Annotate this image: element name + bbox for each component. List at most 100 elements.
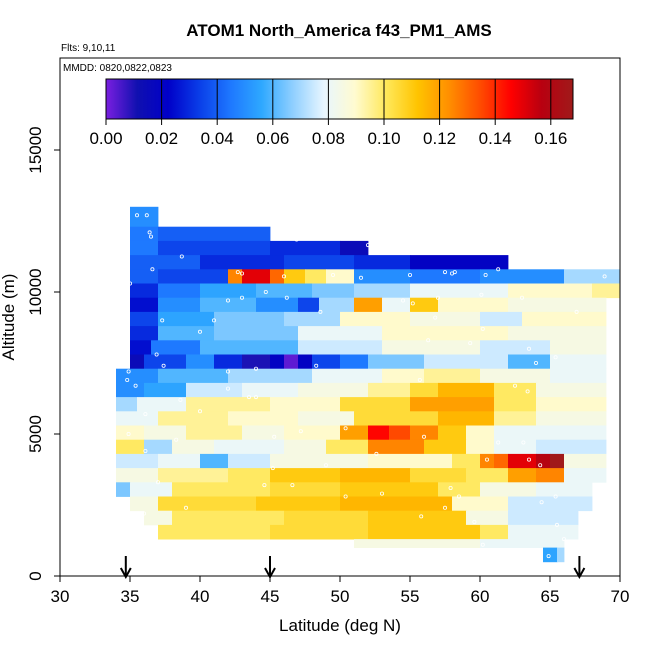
heatmap-cell bbox=[564, 453, 607, 469]
data-marker bbox=[468, 341, 473, 346]
data-marker bbox=[121, 235, 126, 240]
heatmap-cell bbox=[354, 269, 411, 284]
heatmap-cell bbox=[354, 411, 439, 426]
data-marker bbox=[127, 281, 132, 286]
heatmap-cell bbox=[158, 468, 229, 483]
data-marker bbox=[374, 451, 379, 456]
heatmap-cell bbox=[536, 439, 607, 455]
heatmap-cell bbox=[158, 524, 271, 540]
heatmap-cell bbox=[256, 283, 313, 299]
heatmap-cell bbox=[130, 240, 159, 256]
data-marker bbox=[410, 301, 415, 306]
x-tick-label: 45 bbox=[261, 587, 280, 606]
heatmap-cell bbox=[242, 382, 299, 398]
heatmap-cell bbox=[550, 340, 607, 355]
heatmap-cell bbox=[494, 425, 607, 441]
x-axis-ticks: 30 35 40 45 50 55 60 65 70 bbox=[51, 576, 629, 606]
heatmap-cell bbox=[116, 482, 131, 497]
data-marker bbox=[553, 355, 558, 360]
heatmap-cell bbox=[340, 311, 411, 327]
heatmap-cell bbox=[494, 382, 537, 398]
heatmap-cell bbox=[466, 425, 495, 441]
data-marker bbox=[239, 295, 244, 300]
heatmap-cell bbox=[508, 496, 593, 512]
heatmap-cell bbox=[130, 340, 152, 355]
heatmap-cell bbox=[438, 425, 467, 441]
data-marker bbox=[330, 272, 335, 277]
heatmap-cell bbox=[130, 297, 159, 313]
heatmap-cell bbox=[354, 539, 481, 548]
heatmap-cell bbox=[284, 510, 369, 526]
data-marker bbox=[235, 270, 240, 275]
y-tick-label: 0 bbox=[26, 571, 45, 580]
heatmap-cell bbox=[144, 382, 187, 398]
heatmap-cell bbox=[270, 354, 285, 370]
data-marker bbox=[133, 383, 138, 388]
heatmap-cell bbox=[536, 411, 607, 426]
data-marker bbox=[160, 318, 165, 323]
data-marker bbox=[183, 505, 188, 510]
data-marker bbox=[538, 463, 543, 468]
heatmap-cell bbox=[130, 269, 159, 284]
heatmap-cell bbox=[200, 283, 257, 299]
data-marker bbox=[143, 412, 148, 417]
data-marker bbox=[553, 494, 558, 499]
heatmap-cell bbox=[116, 453, 159, 469]
data-marker bbox=[433, 315, 438, 320]
data-marker bbox=[534, 360, 539, 365]
heatmap-cell bbox=[256, 297, 299, 313]
heatmap-cell bbox=[186, 354, 215, 370]
data-marker bbox=[246, 395, 251, 400]
heatmap-cell bbox=[340, 354, 369, 370]
heatmap-cell bbox=[116, 468, 159, 483]
heatmap-cell bbox=[466, 468, 509, 483]
heatmap-cell bbox=[228, 269, 243, 284]
data-marker bbox=[253, 366, 258, 371]
data-marker bbox=[314, 363, 319, 368]
heatmap-cell bbox=[200, 297, 257, 313]
heatmap-cell bbox=[116, 411, 159, 426]
heatmap-cell bbox=[270, 482, 341, 497]
heatmap-cell bbox=[158, 226, 271, 242]
colorbar-tick-label: 0.00 bbox=[89, 129, 122, 148]
heatmap-cell bbox=[368, 524, 481, 540]
data-marker bbox=[435, 295, 440, 300]
heatmap-cell bbox=[494, 453, 509, 469]
heatmap-cell bbox=[228, 411, 299, 426]
heatmap-cell bbox=[410, 397, 495, 412]
heatmap-cell bbox=[186, 425, 243, 441]
data-marker bbox=[161, 363, 166, 368]
heatmap-cell bbox=[368, 510, 467, 526]
heatmap-cell bbox=[494, 411, 537, 426]
heatmap-cell bbox=[228, 453, 271, 469]
heatmap-cell bbox=[256, 496, 341, 512]
data-marker bbox=[290, 483, 295, 488]
heatmap-cell bbox=[158, 368, 229, 384]
x-tick-label: 30 bbox=[51, 587, 70, 606]
heatmap-cell bbox=[508, 468, 537, 483]
heatmap-cell bbox=[186, 382, 243, 398]
heatmap-cell bbox=[270, 269, 285, 284]
data-marker bbox=[294, 237, 299, 242]
heatmap-cell bbox=[480, 524, 509, 540]
data-marker bbox=[263, 289, 268, 294]
data-marker bbox=[174, 437, 179, 442]
heatmap-cell bbox=[543, 547, 558, 563]
data-marker bbox=[211, 318, 216, 323]
heatmap-cell bbox=[382, 297, 411, 313]
x-tick-label: 40 bbox=[191, 587, 210, 606]
x-tick-label: 65 bbox=[541, 587, 560, 606]
data-marker bbox=[134, 213, 139, 218]
heatmap-cell bbox=[368, 453, 453, 469]
data-marker bbox=[225, 369, 230, 374]
flights-label: Flts: 9,10,11 bbox=[61, 43, 116, 54]
data-marker bbox=[442, 505, 447, 510]
heatmap-cell bbox=[508, 326, 607, 341]
heatmap-cell bbox=[172, 439, 215, 455]
heatmap-cell bbox=[151, 340, 201, 355]
heatmap-cell bbox=[438, 382, 495, 398]
data-marker bbox=[521, 440, 526, 445]
data-marker bbox=[343, 494, 348, 499]
heatmap-cell bbox=[130, 354, 145, 370]
colorbar-tick-label: 0.12 bbox=[423, 129, 456, 148]
